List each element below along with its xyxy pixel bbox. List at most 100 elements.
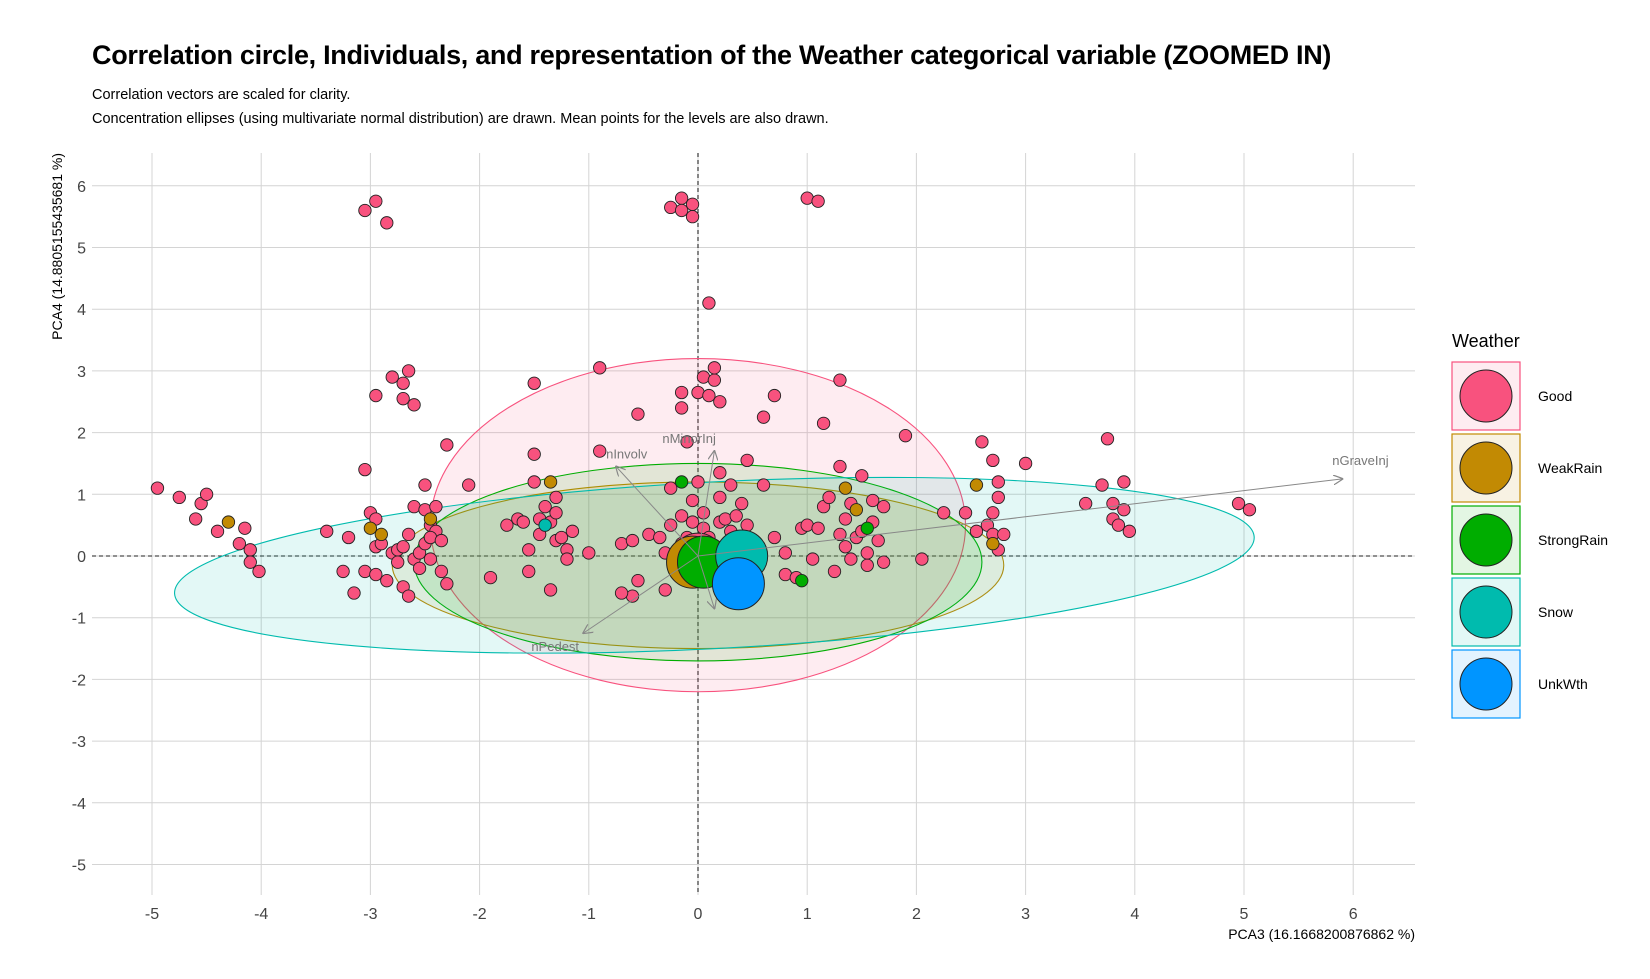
point-good [199, 487, 214, 501]
point-good [702, 296, 716, 310]
x-tick-label: -4 [254, 906, 268, 923]
point-good [997, 527, 1011, 542]
point-good [522, 543, 536, 557]
point-good [1117, 475, 1131, 489]
point-good [674, 203, 689, 218]
point-weakrain [221, 515, 236, 529]
point-good [412, 561, 427, 575]
point-good [991, 475, 1005, 489]
vector-label-ngraveinj: nGraveInj [1332, 453, 1388, 468]
point-good [680, 435, 694, 449]
point-good [401, 589, 416, 603]
point-good [369, 194, 383, 208]
point-good [822, 490, 836, 505]
point-good [407, 398, 421, 412]
point-good [778, 546, 793, 560]
y-tick-label: 6 [77, 179, 86, 196]
legend: Weather Good WeakRain StrongRain Snow UnkWth [1451, 331, 1608, 719]
point-good [806, 552, 820, 566]
point-good [614, 586, 629, 600]
point-good [767, 530, 782, 545]
point-good [871, 533, 885, 548]
x-tick-label: 3 [1021, 906, 1030, 923]
point-good [358, 203, 372, 218]
point-good [642, 527, 656, 542]
level-mean-points [666, 529, 769, 611]
point-good [440, 438, 454, 452]
point-good [385, 370, 399, 384]
grid-lines [92, 153, 1415, 895]
point-good [876, 499, 891, 514]
point-good [713, 395, 727, 409]
x-tick-label: 2 [912, 906, 921, 923]
vector-label-ninvolv: nInvolv [606, 447, 648, 462]
point-weakrain [543, 475, 558, 489]
point-good [631, 407, 645, 421]
legend-swatch-unkwth [1459, 657, 1513, 711]
point-good [1095, 478, 1109, 492]
point-good [391, 555, 405, 569]
point-strongrain [795, 574, 809, 588]
point-good [549, 506, 563, 520]
x-tick-label: 0 [694, 906, 703, 923]
point-good [729, 509, 743, 523]
point-good [860, 546, 874, 560]
point-good [718, 512, 732, 526]
point-good [172, 490, 186, 505]
point-good [958, 506, 973, 520]
individual-points [150, 191, 1257, 603]
point-good [1018, 456, 1033, 471]
point-weakrain [838, 481, 853, 495]
point-good [707, 373, 722, 387]
point-good [423, 530, 438, 545]
point-good [664, 518, 678, 532]
y-tick-label: 1 [77, 487, 86, 504]
point-good [380, 216, 394, 230]
point-good [527, 447, 541, 461]
point-good [538, 499, 552, 514]
point-good [838, 512, 853, 526]
point-good [674, 401, 689, 415]
point-good [434, 533, 449, 548]
point-good [756, 478, 771, 492]
point-good [991, 490, 1005, 505]
point-good [653, 530, 667, 545]
point-good [593, 444, 607, 458]
correlation-vector-nminorinj [697, 451, 714, 557]
point-good [735, 496, 749, 511]
point-good [800, 191, 814, 205]
point-good [860, 558, 874, 572]
chart-title: Correlation circle, Individuals, and rep… [92, 40, 1332, 70]
point-good [674, 385, 689, 400]
legend-label-snow: Snow [1538, 604, 1574, 620]
x-tick-label: -3 [363, 906, 377, 923]
point-good [855, 469, 869, 483]
point-good [866, 493, 880, 508]
legend-label-good: Good [1538, 388, 1572, 404]
point-good [232, 537, 247, 551]
axis-tick-labels: -5 -4 -3 -2 -1 0 1 2 3 4 5 6 -5 -4 -3 -2 -1 0 1 2 3 4 5 6 [72, 179, 1358, 923]
point-good [320, 524, 334, 538]
point-good [969, 524, 984, 538]
point-good [1242, 503, 1257, 517]
point-good [243, 543, 257, 557]
point-good [554, 530, 569, 545]
point-good [811, 521, 825, 535]
point-good [937, 506, 951, 520]
point-good [238, 521, 252, 535]
point-good [631, 574, 645, 588]
point-good [833, 527, 847, 542]
point-good [582, 546, 596, 560]
x-tick-label: -5 [145, 906, 159, 923]
point-good [833, 373, 847, 387]
y-tick-label: -5 [72, 858, 86, 875]
x-tick-label: 1 [803, 906, 812, 923]
point-good [462, 478, 476, 492]
point-good [811, 194, 825, 208]
x-tick-label: 6 [1349, 906, 1358, 923]
x-axis-title: PCA3 (16.1668200876862 %) [1228, 926, 1415, 942]
point-snow [538, 518, 552, 532]
point-weakrain [423, 512, 438, 526]
point-weakrain [969, 478, 984, 492]
